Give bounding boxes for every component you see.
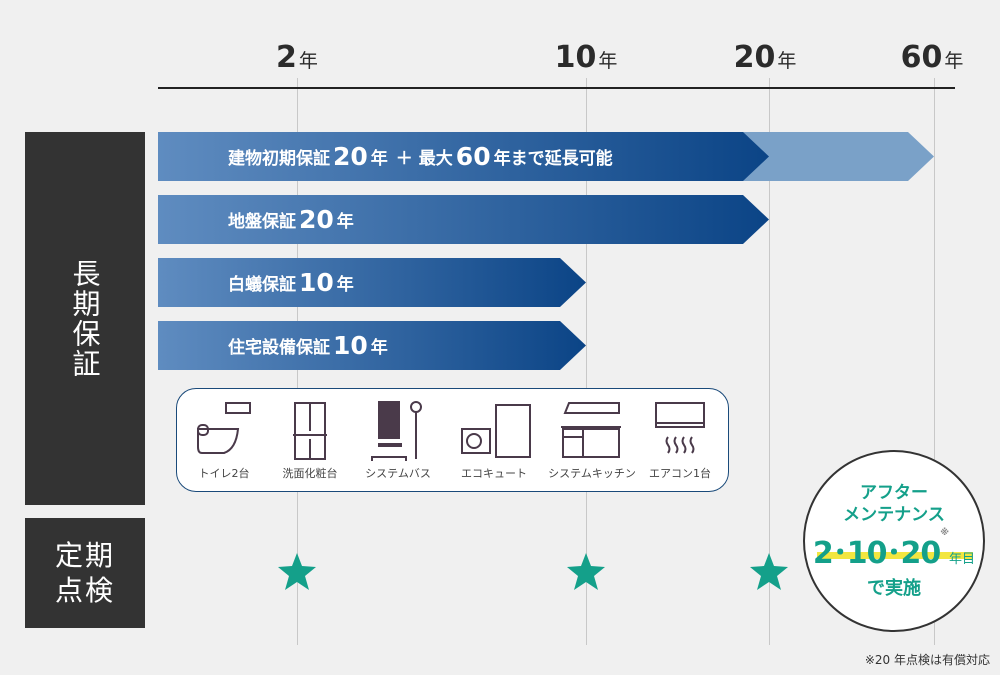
- star-icon-10y: [567, 553, 605, 590]
- badge-line2: メンテナンス: [843, 505, 945, 525]
- equipment-kitchen: システムキッチン: [547, 399, 637, 481]
- equipment-bath: システムバス: [353, 399, 443, 481]
- equipment-air-conditioner: エアコン1台: [635, 399, 725, 481]
- water-heater-icon: [461, 404, 531, 458]
- gridline-20y: [769, 78, 770, 645]
- section-inspection: 定期点検: [25, 518, 145, 628]
- gridline-60y: [934, 78, 935, 645]
- year-label-60: 60 年: [900, 40, 964, 75]
- after-maintenance-badge: アフター メンテナンス 2･10･20※年目 で実施: [803, 450, 985, 632]
- equipment-toilet: トイレ2台: [179, 399, 269, 481]
- badge-line1: アフター: [860, 483, 928, 503]
- vanity-icon: [293, 402, 327, 460]
- badge-line4: で実施: [867, 578, 921, 599]
- toilet-icon: [197, 402, 251, 454]
- kitchen-icon: [561, 402, 621, 458]
- year-label-10: 10 年: [554, 40, 618, 75]
- equipment-water-heater: エコキュート: [449, 399, 539, 481]
- section-warranty: 長期保証: [25, 132, 145, 505]
- gridline-10y: [586, 78, 587, 645]
- air-conditioner-icon: [655, 402, 705, 454]
- badge-years: 2･10･20※年目: [812, 528, 976, 571]
- star-icon-20y: [750, 553, 788, 590]
- star-icon-2y: [278, 553, 316, 590]
- extension-bar: [741, 132, 934, 181]
- equipment-panel: トイレ2台 洗面化粧台 システムバス エコキュート システムキッチン エアコン1…: [176, 388, 729, 492]
- highlight: [817, 552, 973, 559]
- year-label-20: 20 年: [733, 40, 797, 75]
- equipment-vanity: 洗面化粧台: [265, 399, 355, 481]
- timeline-axis: [158, 87, 955, 89]
- footnote: ※20 年点検は有償対応: [864, 653, 990, 667]
- bath-icon: [371, 401, 422, 461]
